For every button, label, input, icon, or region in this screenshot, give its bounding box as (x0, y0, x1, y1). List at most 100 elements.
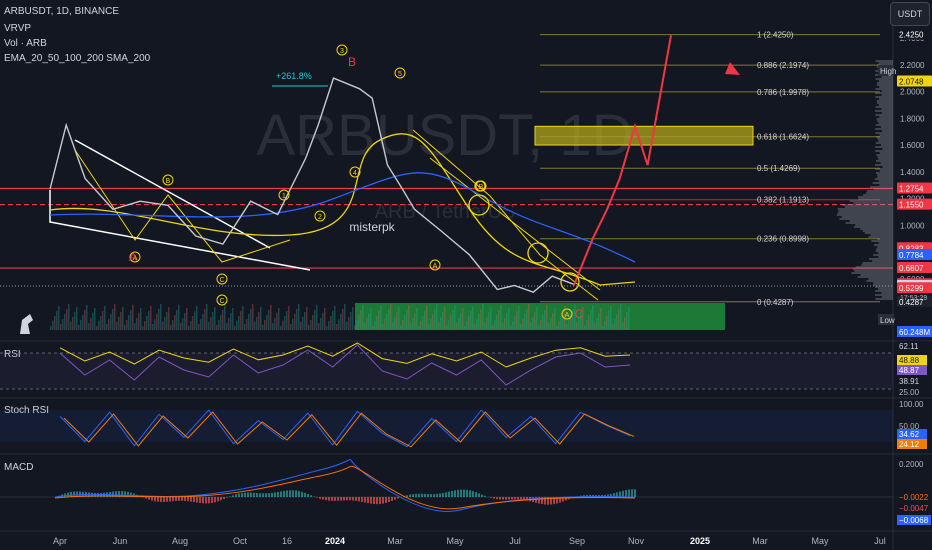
volume-label[interactable]: Vol · ARB (4, 38, 47, 49)
volume-bar (470, 311, 472, 330)
volume-bar (530, 322, 532, 330)
macd-bar (415, 493, 417, 497)
volume-bar (402, 320, 404, 330)
volume-profile-row (862, 230, 893, 232)
macd-tick-bg-1 (897, 492, 931, 502)
volume-bar (448, 320, 450, 330)
volume-bar (344, 304, 346, 330)
price-badge-bg-9 (897, 282, 932, 294)
volume-bar (304, 312, 306, 330)
volume-bar (206, 304, 208, 330)
wave-label-4: 1 (282, 193, 286, 200)
volume-bar (166, 312, 168, 330)
symbol-title[interactable]: ARBUSDT, 1D, BINANCE (4, 6, 120, 17)
currency-button[interactable]: USDT (890, 2, 930, 26)
volume-bar (492, 325, 494, 330)
volume-bar (184, 313, 186, 330)
stoch-title: Stoch RSI (4, 405, 49, 416)
x-tick-7: May (446, 536, 464, 546)
macd-bar (544, 497, 546, 505)
volume-profile-row (849, 220, 893, 222)
macd-bar (418, 493, 420, 497)
macd-bar (211, 497, 213, 503)
stoch-tick-0: 100.00 (899, 400, 924, 409)
macd-bar (604, 494, 606, 497)
macd-bar (433, 494, 435, 497)
macd-bar (460, 489, 462, 497)
volume-profile-row (877, 174, 893, 176)
ema-label[interactable]: EMA_20_50_100_200 SMA_200 (4, 53, 151, 64)
volume-bar (140, 308, 142, 330)
volume-bar (234, 326, 236, 330)
watermark-pair: ARB / TetherUS (375, 201, 516, 223)
macd-bar (154, 497, 156, 502)
volume-profile-row (878, 242, 893, 244)
volume-profile-row (879, 98, 893, 100)
volume-bar (148, 311, 150, 330)
volume-bar (560, 316, 562, 330)
volume-bar (394, 317, 396, 330)
volume-profile-row (879, 134, 893, 136)
macd-bar (208, 497, 210, 504)
wave-label-7: B (166, 178, 171, 185)
volume-bar (274, 318, 276, 330)
volume-bar (428, 324, 430, 330)
volume-bar (546, 305, 548, 330)
macd-bar (178, 497, 180, 501)
volume-bar (358, 315, 360, 330)
volume-bar (522, 319, 524, 330)
volume-bar (266, 315, 268, 330)
target-zone (534, 125, 754, 146)
volume-bar (110, 314, 112, 330)
macd-bar (148, 497, 150, 500)
volume-bar (618, 309, 620, 330)
volume-bar (472, 306, 474, 330)
volume-profile-row (878, 180, 893, 182)
volume-bar (404, 315, 406, 330)
volume-bar (326, 326, 328, 330)
macd-bar (391, 497, 393, 501)
macd-bar (616, 492, 618, 497)
macd-title: MACD (4, 462, 33, 473)
volume-bar (278, 308, 280, 330)
demand-zone (355, 303, 725, 330)
volume-bar (356, 320, 358, 330)
wave-circle-1 (527, 242, 549, 264)
wave-label-ring-9 (429, 259, 441, 271)
volume-profile-row (860, 274, 893, 276)
macd-bar (541, 497, 543, 505)
x-tick-6: Mar (387, 536, 403, 546)
volume-profile-row (881, 108, 893, 110)
volume-bar (586, 320, 588, 330)
volume-bar (456, 323, 458, 330)
macd-bar (220, 497, 222, 501)
macd-bar (304, 492, 306, 497)
volume-bar (408, 305, 410, 330)
volume-bar (388, 309, 390, 330)
volume-profile-row (882, 148, 893, 150)
volume-profile-row (874, 178, 893, 180)
volume-bar (544, 310, 546, 330)
volume-bar (132, 305, 134, 330)
macd-bar (397, 497, 399, 499)
descent-channel-line (412, 129, 599, 301)
macd-bar (196, 497, 198, 503)
x-tick-13: May (811, 536, 829, 546)
volume-bar (224, 305, 226, 330)
volume-bar (496, 315, 498, 330)
volume-profile-row (872, 260, 893, 262)
macd-bar (340, 497, 342, 501)
volume-bar (72, 317, 74, 330)
stoch-d-line (63, 411, 635, 448)
vrvp-label[interactable]: VRVP (4, 23, 32, 34)
stoch-tick-bg-1 (897, 421, 927, 431)
volume-profile-row (875, 132, 893, 134)
volume-profile-row (877, 120, 893, 122)
volume-bar (620, 304, 622, 330)
volume-bar (178, 305, 180, 330)
rsi-tick-4: 25.00 (899, 388, 920, 397)
macd-bar (445, 492, 447, 497)
stoch-k-line (59, 409, 631, 448)
macd-bar (292, 490, 294, 497)
wave-label-0: 3 (340, 48, 344, 55)
